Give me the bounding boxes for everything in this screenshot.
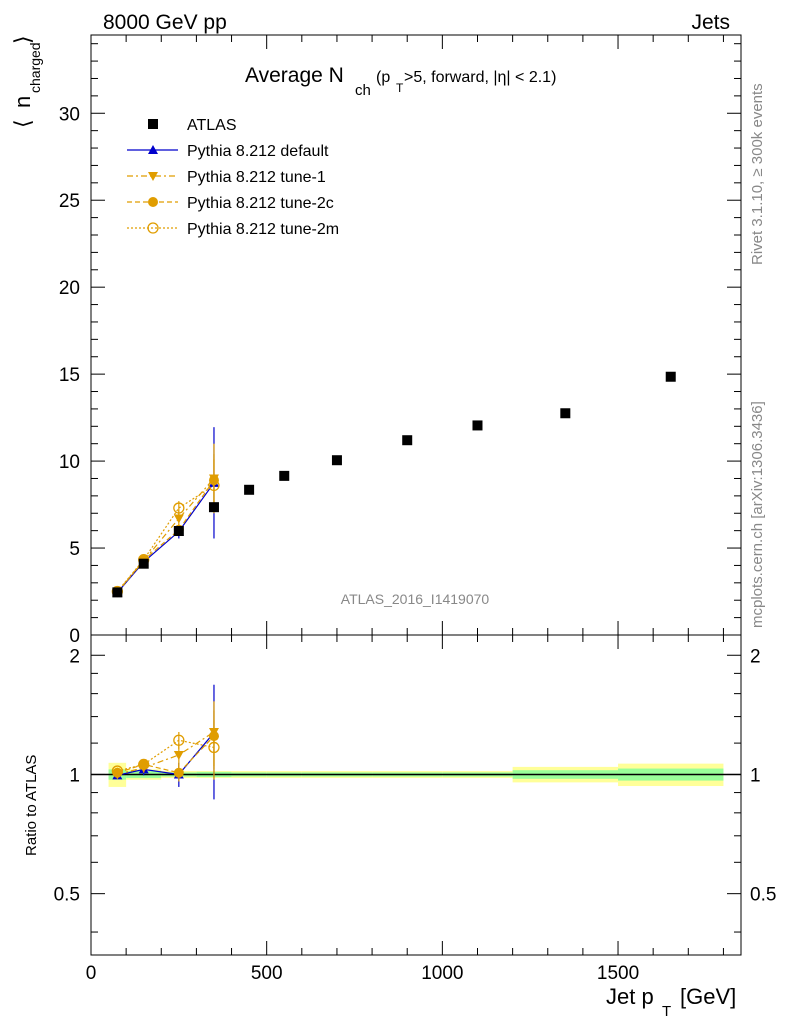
atlas-point	[560, 408, 571, 419]
ratio-tick-label-right: 1	[750, 765, 761, 786]
svg-text:Average N: Average N	[245, 64, 344, 87]
y-tick-label: 30	[59, 104, 80, 125]
atlas-point	[208, 502, 219, 513]
y-tick-label: 25	[59, 191, 80, 212]
atlas-point	[402, 435, 413, 446]
ratio-series-line	[117, 731, 215, 776]
atlas-point	[244, 484, 255, 495]
series-marks	[111, 427, 220, 598]
ratio-tick-label-left: 0.5	[54, 885, 80, 906]
ylabel-close: ⟩	[10, 35, 35, 44]
ratio-point	[208, 741, 220, 754]
xlabel-sub: T	[662, 1003, 671, 1020]
ratio-marks	[111, 684, 220, 800]
y-tick-label: 0	[69, 626, 80, 647]
atlas-point	[279, 470, 290, 481]
legend-marker	[148, 197, 158, 207]
ratio-point	[111, 765, 124, 777]
series-line	[116, 482, 215, 593]
xlabel-unit: [GeV]	[680, 984, 736, 1009]
ratio-series-line	[117, 732, 215, 776]
title-main: Average N	[245, 64, 344, 87]
ratio-series-line	[117, 739, 215, 772]
mcplots-label: mcplots.cern.ch [arXiv:1306.3436]	[749, 401, 766, 628]
series-point	[173, 502, 185, 514]
atlas-point	[472, 420, 483, 431]
legend-label: Pythia 8.212 default	[187, 143, 329, 160]
title-sub-T: T	[396, 81, 404, 95]
x-tick-label: 1500	[597, 963, 639, 984]
y-tick-label: 15	[59, 365, 80, 386]
series-point	[173, 514, 184, 524]
legend-label: Pythia 8.212 tune-2c	[187, 195, 334, 212]
ratio-series-line	[117, 735, 215, 774]
legend-label: ATLAS	[187, 117, 237, 134]
ratio-tick-label-left: 1	[69, 765, 80, 786]
y-axis-label: ⟨ n charged ⟩	[10, 35, 43, 128]
ylabel-open: ⟨	[10, 119, 35, 128]
x-tick-label: 1000	[421, 963, 463, 984]
axis-ticks	[90, 35, 741, 955]
ratio-point	[173, 750, 184, 760]
title-sub-ch: ch	[355, 82, 371, 99]
series-line	[116, 484, 215, 592]
legend-marker-atlas	[148, 119, 158, 129]
atlas-point	[112, 587, 123, 598]
legend: ATLAS Pythia 8.212 default Pythia 8.212 tu…	[127, 117, 339, 238]
header-left: 8000 GeV pp	[103, 11, 227, 34]
x-axis-label: Jet p T [GeV]	[606, 984, 736, 1020]
series-line	[116, 478, 215, 593]
ratio-tick-label-right: 2	[750, 646, 761, 667]
atlas-point	[331, 455, 342, 466]
legend-label: Pythia 8.212 tune-1	[187, 169, 326, 186]
chart-title: Average N ch (p T >5, forward, |η| < 2.1…	[245, 64, 556, 99]
ylabel-sub: charged	[27, 42, 43, 93]
legend-marker	[148, 145, 158, 154]
rivet-label: Rivet 3.1.10, ≥ 300k events	[749, 83, 766, 265]
ratio-y-label: Ratio to ATLAS	[23, 755, 40, 856]
data-marks	[112, 371, 676, 598]
title-rest: >5, forward, |η| < 2.1)	[404, 69, 556, 86]
ratio-point	[138, 758, 150, 771]
legend-marker	[147, 222, 159, 234]
atlas-point	[138, 558, 149, 569]
ratio-tick-label-left: 2	[69, 646, 80, 667]
ratio-point	[173, 767, 184, 778]
atlas-point	[173, 526, 184, 536]
legend-marker	[148, 172, 158, 181]
x-tick-label: 0	[86, 963, 97, 984]
ratio-bands	[91, 762, 741, 787]
ratio-tick-label-right: 0.5	[750, 885, 776, 906]
x-tick-label: 500	[251, 963, 283, 984]
xlabel-main: Jet p	[606, 984, 654, 1009]
y-tick-label: 20	[59, 278, 80, 299]
ylabel-n: n	[10, 96, 35, 108]
title-paren: (p	[376, 69, 390, 86]
analysis-label: ATLAS_2016_I1419070	[341, 591, 490, 607]
ratio-panel-frame	[90, 634, 742, 956]
legend-label: Pythia 8.212 tune-2m	[187, 221, 339, 238]
y-tick-label: 5	[69, 539, 80, 560]
series-point	[208, 479, 220, 492]
atlas-point	[665, 371, 676, 382]
y-tick-label: 10	[59, 452, 80, 473]
header-right: Jets	[691, 11, 730, 34]
ratio-point	[173, 734, 185, 746]
tick-labels: 0 500 1000 1500 0 5 10 15 20 25 30 0.5 0.5 1 1 2 2	[54, 104, 777, 984]
